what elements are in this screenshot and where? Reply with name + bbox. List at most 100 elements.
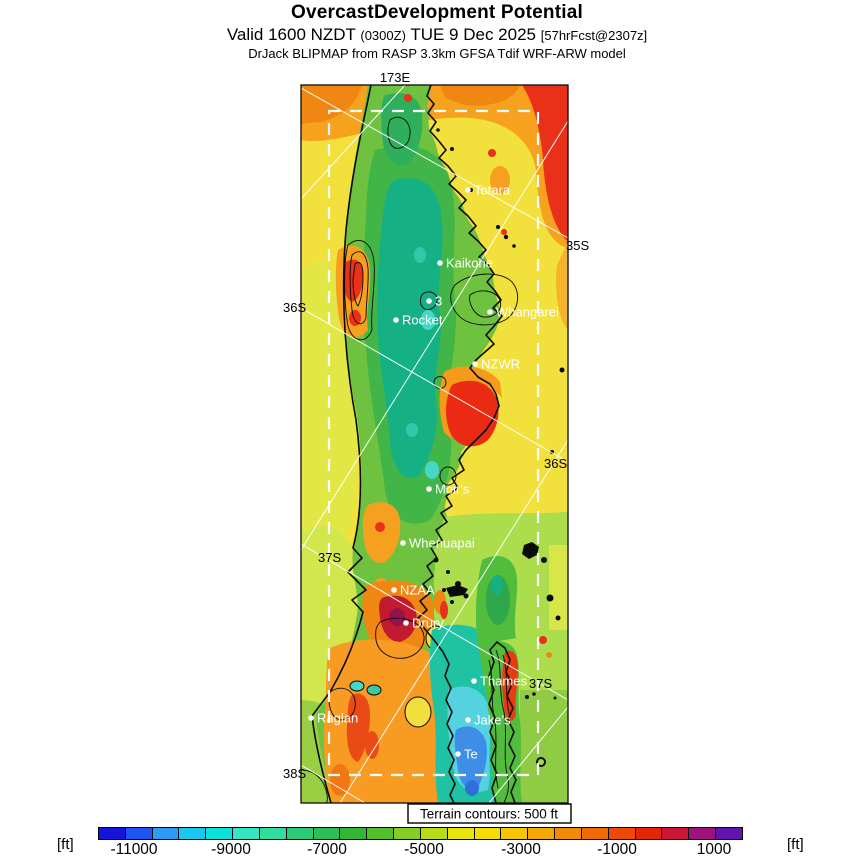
map-border	[300, 84, 569, 804]
terrain-contours	[301, 116, 519, 803]
colorbar-segment	[608, 828, 636, 839]
city-dot	[426, 298, 432, 304]
valid-date: TUE 9 Dec 2025	[410, 25, 537, 44]
meridian-173E	[301, 85, 406, 200]
forecast-map: 173E 35S 36S 36S 37S 37S 38S Totara Kaikohe 3 Roc…	[283, 70, 589, 824]
colorbar-tick: -1000	[597, 841, 637, 858]
city-dot	[403, 620, 409, 626]
terrain-annotation-box	[407, 803, 572, 824]
parallel-37S	[301, 543, 568, 701]
city-labels: Totara Kaikohe 3 Rocket Whangarei NZWR Moir's W…	[308, 183, 559, 762]
header: OvercastDevelopment Potential Valid 1600…	[24, 2, 850, 61]
colorbar-segment	[340, 828, 368, 839]
city-label: Drury	[412, 616, 444, 631]
colorbar-segment	[635, 828, 663, 839]
forecast-cycle: [57hrFcst@2307z]	[540, 28, 648, 43]
graticule-label: 36S	[544, 456, 567, 471]
meridian-line	[301, 120, 568, 551]
parallel-35S	[301, 87, 568, 239]
city-dot	[393, 317, 399, 323]
colorbar-segment	[367, 828, 395, 839]
city-dot	[471, 678, 477, 684]
city-dot	[472, 361, 478, 367]
colorbar-segment	[152, 828, 180, 839]
colorbar-segment	[581, 828, 609, 839]
city-label: Te	[464, 747, 478, 762]
colorbar-segment	[716, 828, 742, 839]
colorbar-segment	[420, 828, 448, 839]
city-label: Raglan	[317, 711, 358, 726]
city-dot	[487, 309, 493, 315]
city-label: NZWR	[481, 357, 520, 372]
colorbar-segment	[394, 828, 421, 839]
meridian-line	[339, 439, 568, 803]
graticule-lines	[301, 85, 568, 803]
colorbar-segment	[313, 828, 341, 839]
colorbar-tick: -11000	[110, 841, 158, 858]
colorbar-ticks: -11000 -9000 -7000 -5000 -3000 -1000 1000	[0, 841, 850, 859]
parallel-36S	[301, 307, 568, 463]
color-field	[301, 85, 568, 803]
colorbar-segment	[447, 828, 475, 839]
colorbar-segment	[259, 828, 287, 839]
graticule-label: 36S	[283, 300, 306, 315]
terrain-annotation-text: Terrain contours: 500 ft	[420, 807, 558, 822]
colorbar-tick: -3000	[501, 841, 541, 858]
city-label: Kaikohe	[446, 256, 493, 271]
city-label: Jake's	[474, 713, 511, 728]
colorbar-segment	[125, 828, 153, 839]
city-label: Totara	[474, 183, 511, 198]
coastline	[311, 85, 517, 803]
colorbar-segment	[501, 828, 529, 839]
islands	[433, 128, 565, 767]
parallel-38S	[301, 764, 366, 803]
page-title: OvercastDevelopment Potential	[291, 2, 583, 23]
city-dot	[465, 187, 471, 193]
valid-time-zulu: (0300Z)	[360, 28, 406, 43]
city-dot	[308, 715, 314, 721]
city-dot	[426, 486, 432, 492]
colorbar-segment	[179, 828, 207, 839]
colorbar-segment	[474, 828, 502, 839]
colorbar-segment	[206, 828, 234, 839]
terrain-annotation: Terrain contours: 500 ft	[407, 803, 572, 824]
model-info-line: DrJack BLIPMAP from RASP 3.3km GFSA Tdif…	[248, 46, 626, 61]
colorbar-segment	[99, 828, 126, 839]
colorbar-tick: -9000	[211, 841, 251, 858]
colorbar-segment	[662, 828, 690, 839]
colorbar-unit-left: [ft]	[57, 836, 74, 853]
colorbar-tick: -5000	[404, 841, 444, 858]
domain-box	[327, 109, 540, 777]
colorbar-segment	[233, 828, 260, 839]
valid-time: Valid 1600 NZDT	[226, 25, 356, 44]
colorbar-segment	[555, 828, 582, 839]
city-label: Whenuapai	[409, 536, 475, 551]
city-label: Moir's	[435, 482, 470, 497]
city-dot	[391, 587, 397, 593]
city-label: 3	[435, 294, 442, 309]
city-label: Thames	[480, 674, 527, 689]
city-label: Whangarei	[496, 305, 559, 320]
graticule-label: 37S	[318, 550, 341, 565]
colorbar-segment	[689, 828, 717, 839]
colorbar-tick: -7000	[307, 841, 347, 858]
colorbar-segment	[528, 828, 556, 839]
colorbar-unit-right: [ft]	[787, 836, 804, 853]
meridian-line	[488, 706, 568, 803]
colorbar-segments	[98, 827, 743, 840]
city-dot	[437, 260, 443, 266]
graticule-label: 38S	[283, 766, 306, 781]
city-label: Rocket	[402, 313, 443, 328]
valid-time-line: Valid 1600 NZDT (0300Z) TUE 9 Dec 2025 […	[24, 25, 850, 46]
colorbar-tick: 1000	[696, 841, 732, 858]
city-dot	[465, 717, 471, 723]
graticule-label: 173E	[380, 70, 411, 85]
graticule-labels: 173E 35S 36S 36S 37S 37S 38S	[283, 70, 589, 781]
city-dot	[455, 751, 461, 757]
city-label: NZAA	[400, 583, 435, 598]
graticule-label: 35S	[566, 238, 589, 253]
city-dot	[400, 540, 406, 546]
colorbar-segment	[286, 828, 314, 839]
graticule-label: 37S	[529, 676, 552, 691]
